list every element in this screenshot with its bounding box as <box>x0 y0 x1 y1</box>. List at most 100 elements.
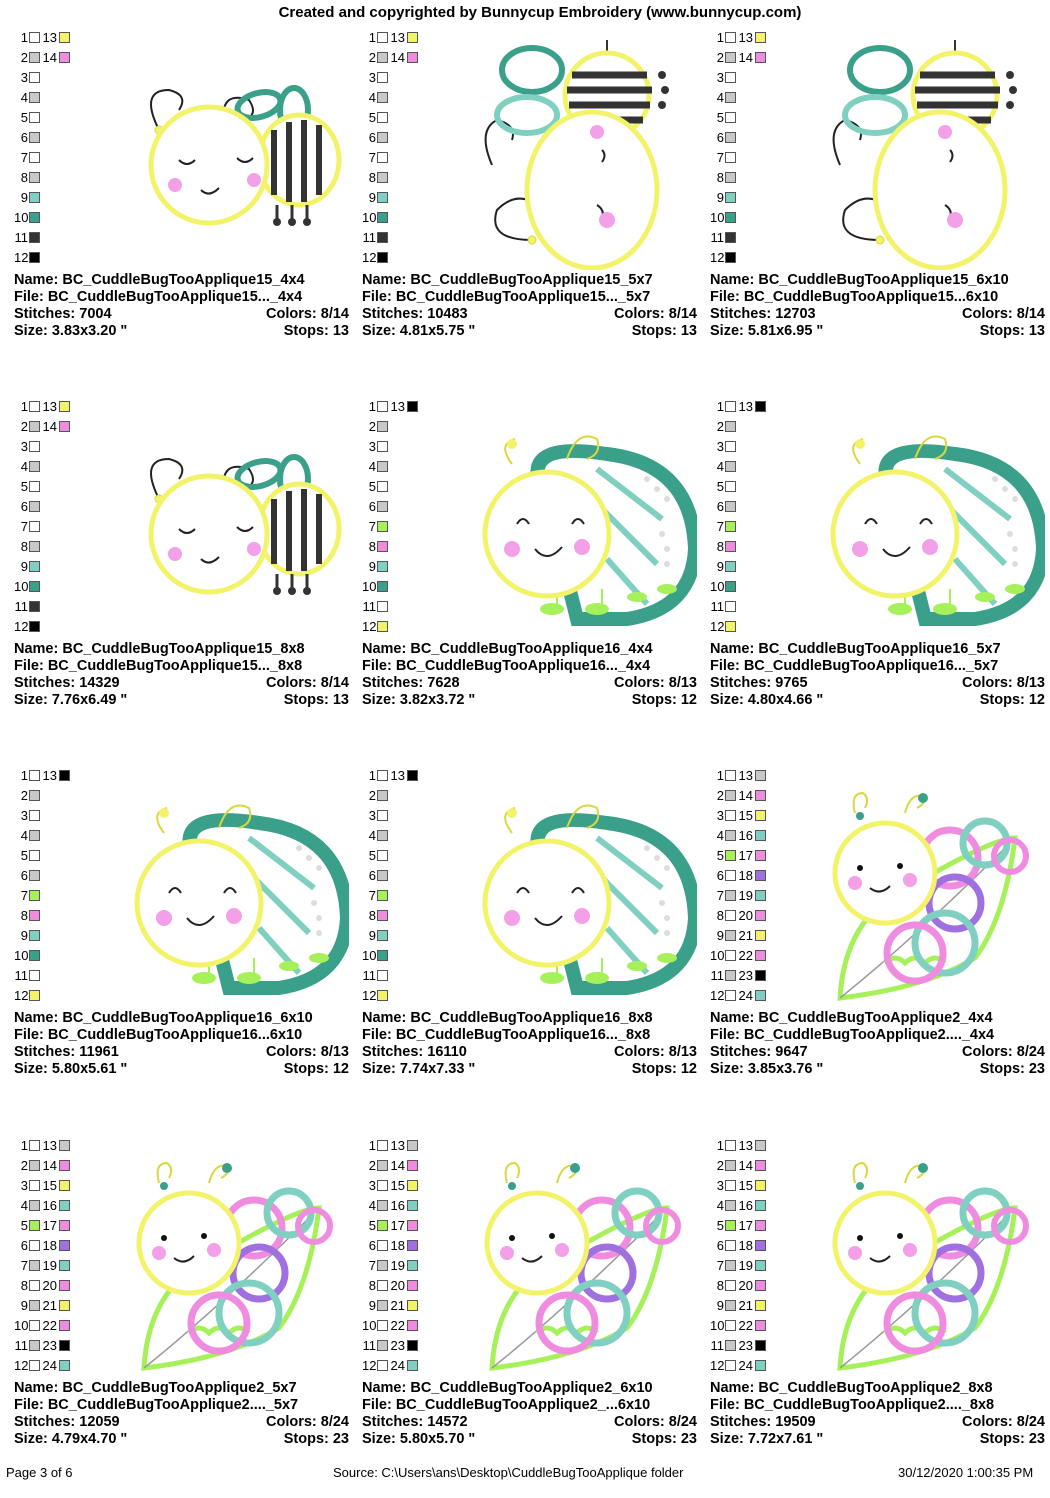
design-size: Size: 5.81x6.95 " <box>710 323 824 339</box>
design-card: 1 2 3 4 5 6 7 8 9 10 11 12 13 Name: BC_CuddleBugTooA… <box>362 768 703 1128</box>
swatch-color <box>29 770 40 781</box>
swatch-color <box>755 1180 766 1191</box>
swatch-color <box>725 192 736 203</box>
swatch-number: 16 <box>738 828 753 843</box>
design-preview-image <box>457 1138 697 1378</box>
embroidery-art <box>484 1161 681 1371</box>
swatch-number: 2 <box>20 419 28 434</box>
swatch-number: 9 <box>20 559 28 574</box>
swatch-color <box>377 930 388 941</box>
swatch-number: 5 <box>368 848 376 863</box>
swatch-number: 11 <box>710 230 725 245</box>
design-preview-image <box>109 399 349 639</box>
swatch-number: 4 <box>716 1198 724 1213</box>
swatch-number: 4 <box>20 1198 28 1213</box>
swatch-number: 14 <box>42 419 57 434</box>
swatch-color <box>755 1280 766 1291</box>
swatch-color <box>407 1280 418 1291</box>
swatch-number: 1 <box>716 768 724 783</box>
swatch-number: 1 <box>20 399 28 414</box>
swatch-color <box>407 1200 418 1211</box>
swatch-color <box>59 1180 70 1191</box>
swatch-number: 7 <box>20 150 28 165</box>
swatch-color <box>29 970 40 981</box>
swatch-color <box>725 601 736 612</box>
swatch-number: 11 <box>362 968 377 983</box>
swatch-color <box>377 521 388 532</box>
design-card: 1 2 3 4 5 6 7 8 9 10 11 12 13 14 Name: BC_CuddleBugTo… <box>14 399 354 759</box>
design-info: Name: BC_CuddleBugTooApplique2_4x4 File: … <box>710 1010 1045 1078</box>
swatch-color <box>725 1300 736 1311</box>
swatch-number: 13 <box>42 399 57 414</box>
swatch-color <box>377 172 388 183</box>
swatch-color <box>377 212 388 223</box>
swatch-number: 2 <box>20 1158 28 1173</box>
page-header: Created and copyrighted by Bunnycup Embr… <box>278 4 802 21</box>
swatch-number: 23 <box>738 968 753 983</box>
swatch-color <box>377 132 388 143</box>
swatch-color <box>29 72 40 83</box>
swatch-color <box>29 52 40 63</box>
design-size: Size: 4.80x4.66 " <box>710 692 824 708</box>
swatch-color <box>755 890 766 901</box>
design-card: 1 2 3 4 5 6 7 8 9 10 11 12 13 14 Name: BC_CuddleBugTo… <box>710 30 1050 390</box>
swatch-number: 9 <box>368 559 376 574</box>
swatch-color <box>725 1360 736 1371</box>
swatch-color <box>377 810 388 821</box>
swatch-number: 1 <box>368 1138 376 1153</box>
design-card: 1 2 3 4 5 6 7 8 9 10 11 12 13 14 Name: BC_CuddleBugTo… <box>14 30 354 390</box>
swatch-color <box>755 401 766 412</box>
design-file: File: BC_CuddleBugTooApplique15..._4x4 <box>14 289 303 305</box>
swatch-color <box>29 1280 40 1291</box>
swatch-number: 7 <box>716 519 724 534</box>
swatch-number: 4 <box>368 459 376 474</box>
swatch-number: 11 <box>14 599 29 614</box>
design-card: 1 2 3 4 5 6 7 8 9 10 11 12 13 Name: BC_CuddleBugTooA… <box>710 399 1050 759</box>
design-colors: Colors: 8/13 <box>614 1044 697 1060</box>
swatch-number: 4 <box>20 459 28 474</box>
swatch-number: 11 <box>362 230 377 245</box>
swatch-color <box>59 401 70 412</box>
swatch-number: 9 <box>716 928 724 943</box>
swatch-color <box>725 1280 736 1291</box>
swatch-color <box>59 1260 70 1271</box>
swatch-color <box>755 850 766 861</box>
embroidery-art <box>148 454 342 595</box>
design-info: Name: BC_CuddleBugTooApplique15_8x8 File:… <box>14 641 349 709</box>
swatch-color <box>59 1240 70 1251</box>
swatch-number: 13 <box>42 30 57 45</box>
design-file: File: BC_CuddleBugTooApplique16...6x10 <box>14 1027 303 1043</box>
swatch-color <box>755 1320 766 1331</box>
swatch-color <box>755 990 766 1001</box>
swatch-color <box>755 1160 766 1171</box>
swatch-number: 12 <box>14 619 29 634</box>
swatch-color <box>29 461 40 472</box>
swatch-color <box>377 92 388 103</box>
swatch-color <box>407 1340 418 1351</box>
swatch-number: 1 <box>20 768 28 783</box>
swatch-number: 13 <box>738 399 753 414</box>
swatch-number: 8 <box>368 1278 376 1293</box>
swatch-color <box>59 1140 70 1151</box>
swatch-number: 18 <box>390 1238 405 1253</box>
swatch-color <box>377 1140 388 1151</box>
swatch-color <box>725 1180 736 1191</box>
swatch-color <box>29 810 40 821</box>
design-stitches: Stitches: 7628 <box>362 675 460 691</box>
design-stitches: Stitches: 9765 <box>710 675 808 691</box>
swatch-number: 6 <box>716 499 724 514</box>
swatch-number: 23 <box>42 1338 57 1353</box>
swatch-color <box>377 1320 388 1331</box>
swatch-color <box>377 1260 388 1271</box>
swatch-number: 9 <box>368 190 376 205</box>
swatch-number: 11 <box>710 1338 725 1353</box>
swatch-color <box>377 441 388 452</box>
swatch-color <box>377 481 388 492</box>
design-size: Size: 4.79x4.70 " <box>14 1431 128 1447</box>
embroidery-art <box>830 435 1050 626</box>
swatch-color <box>755 810 766 821</box>
swatch-color <box>29 132 40 143</box>
design-preview-image <box>805 30 1045 271</box>
swatch-color <box>725 930 736 941</box>
design-file: File: BC_CuddleBugTooApplique16..._8x8 <box>362 1027 651 1043</box>
